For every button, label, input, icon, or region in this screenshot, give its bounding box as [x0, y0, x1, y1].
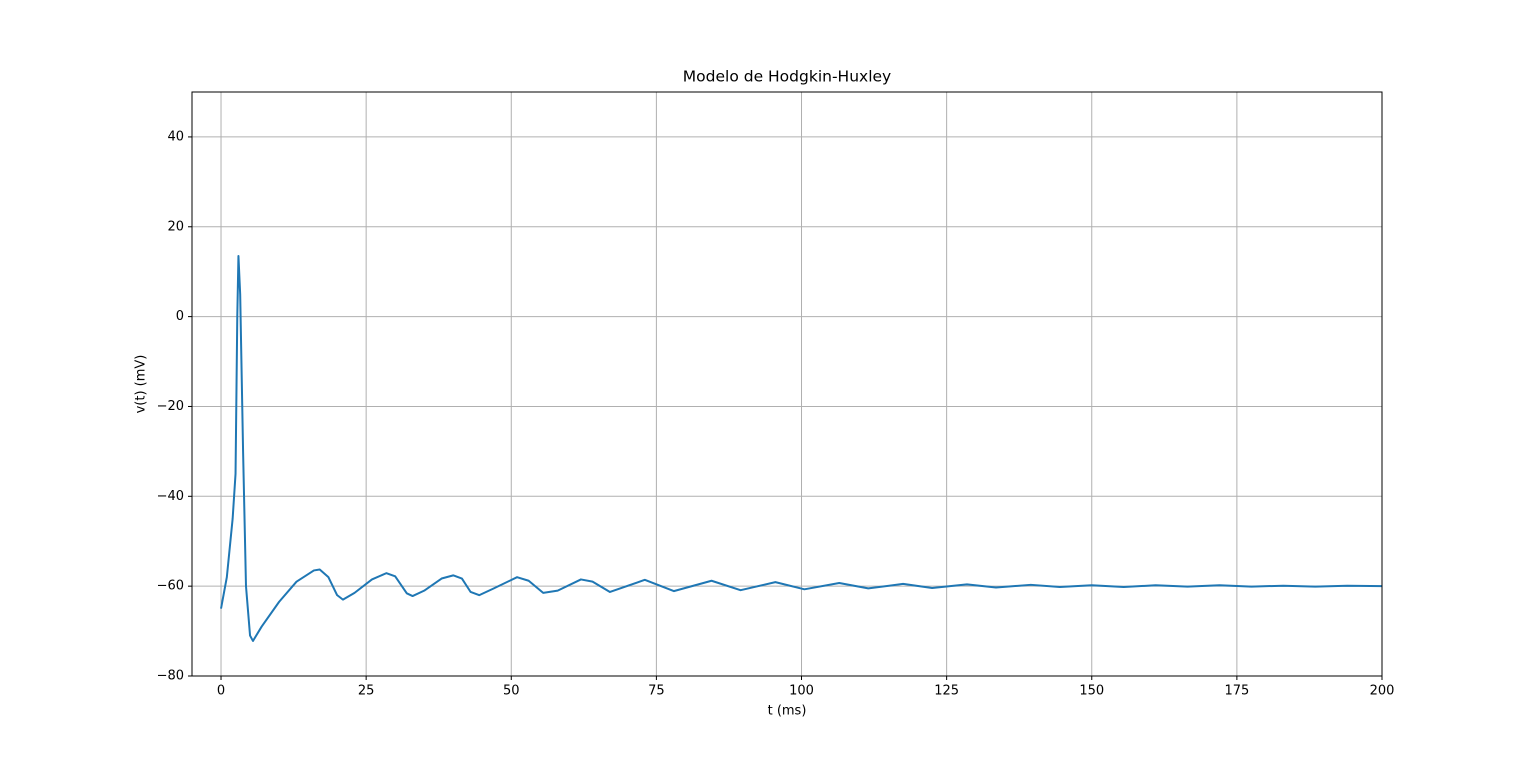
- x-tick-label: 0: [217, 684, 225, 699]
- x-tick-label: 25: [358, 684, 375, 699]
- y-tick-label: −80: [157, 669, 184, 684]
- x-axis-label: t (ms): [768, 704, 807, 719]
- y-tick-label: 20: [167, 219, 184, 234]
- plot-frame: [191, 91, 1383, 677]
- y-axis-label: v(t) (mV): [134, 355, 149, 414]
- x-tick-label: 175: [1224, 684, 1249, 699]
- y-tick-label: 0: [176, 309, 184, 324]
- x-tick-label: 100: [789, 684, 814, 699]
- x-tick-label: 75: [648, 684, 665, 699]
- x-tick-label: 200: [1370, 684, 1395, 699]
- x-tick-label: 125: [934, 684, 959, 699]
- y-tick-label: −60: [157, 579, 184, 594]
- y-tick-label: −20: [157, 399, 184, 414]
- x-tick-label: 150: [1079, 684, 1104, 699]
- y-tick-label: −40: [157, 489, 184, 504]
- chart-title: Modelo de Hodgkin-Huxley: [683, 68, 891, 86]
- y-tick-label: 40: [167, 129, 184, 144]
- line-series: [220, 254, 1383, 642]
- x-tick-label: 50: [503, 684, 520, 699]
